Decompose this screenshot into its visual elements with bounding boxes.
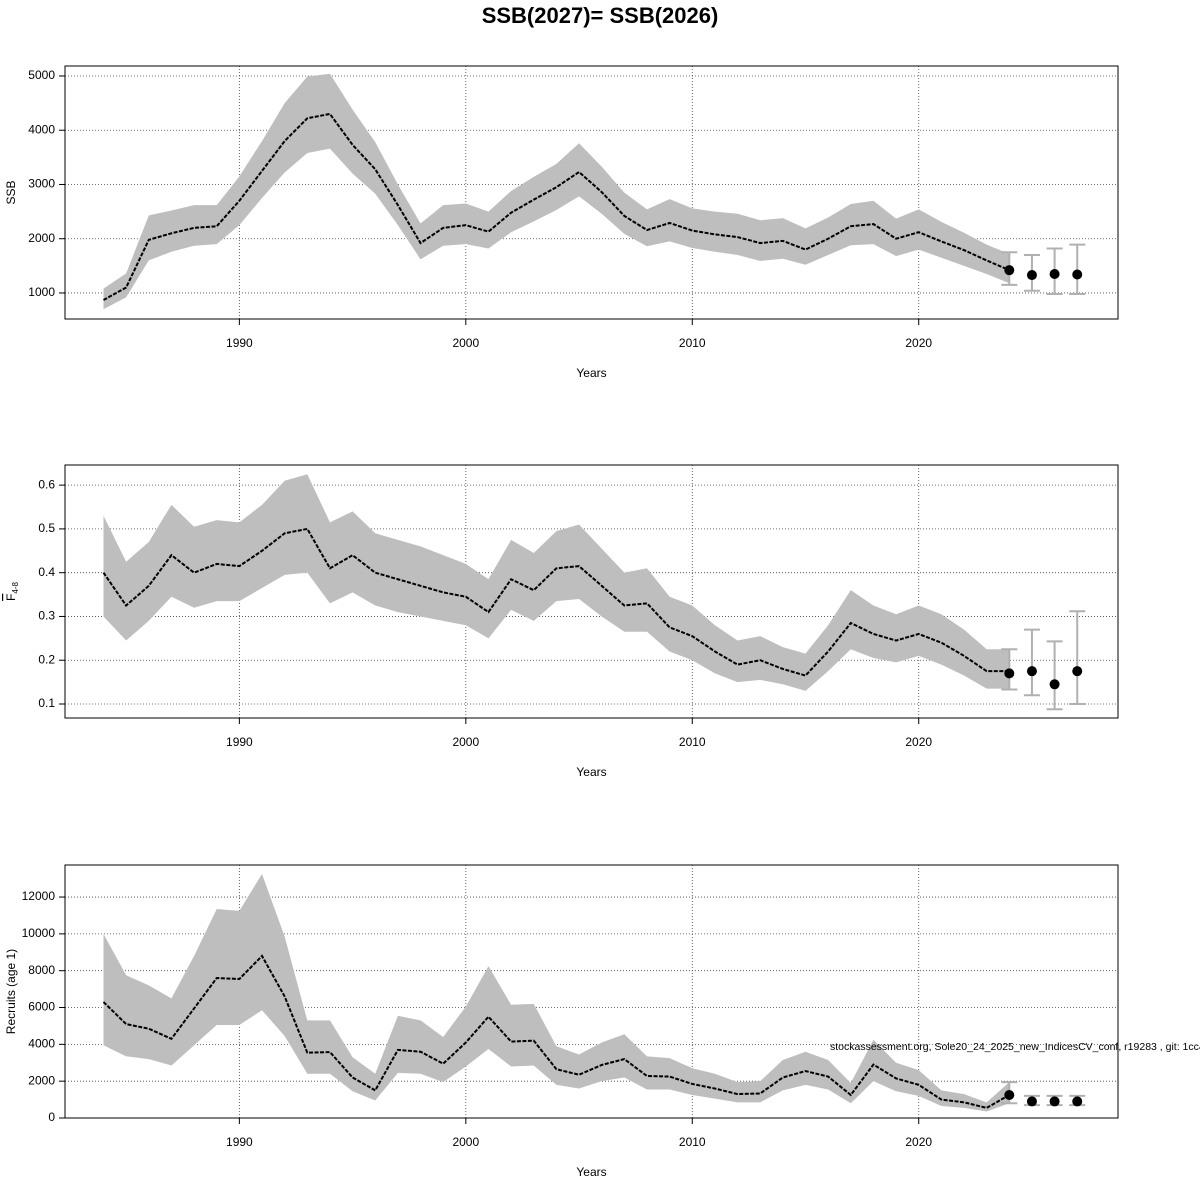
x-tick-label: 2020: [905, 1135, 932, 1149]
y-tick-label: 0.5: [38, 521, 55, 535]
y-tick-label: 0.4: [38, 565, 55, 579]
forecast-point: [1072, 1096, 1083, 1107]
x-tick-label: 1990: [226, 1135, 253, 1149]
plot-frame: [64, 65, 1119, 320]
y-tick-label: 0.3: [38, 609, 55, 623]
y-tick-label: 12000: [22, 889, 56, 903]
y-axis-label: Recruits (age 1): [4, 949, 18, 1034]
confidence-band: [103, 874, 1010, 1112]
x-tick-label: 2010: [679, 735, 706, 749]
plot-frame: [64, 464, 1119, 719]
estimate-line: [102, 954, 1010, 1109]
x-tick-label: 2000: [452, 1135, 479, 1149]
y-tick-label: 0.6: [38, 477, 55, 491]
y-axis-label-sub: 4-8: [11, 581, 20, 593]
y-axis-label-main: F: [4, 594, 18, 601]
plot-frame: [64, 864, 1119, 1119]
forecast-point: [1026, 1096, 1037, 1107]
y-tick-label: 2000: [28, 231, 55, 245]
figure-title: SSB(2027)= SSB(2026): [482, 3, 719, 28]
y-tick-label: 0: [48, 1110, 55, 1124]
y-tick-label: 5000: [28, 68, 55, 82]
forecast-point: [1004, 668, 1015, 679]
y-tick-label: 4000: [28, 1037, 55, 1051]
forecast-point: [1072, 269, 1083, 280]
y-axis-label: SSB: [4, 180, 18, 204]
y-tick-label: 4000: [28, 122, 55, 136]
x-tick-label: 2020: [905, 336, 932, 350]
y-axis-label: F4-8: [4, 581, 20, 600]
x-tick-label: 1990: [226, 735, 253, 749]
forecast-point: [1026, 666, 1037, 677]
confidence-band: [103, 73, 1010, 310]
y-tick-label: 6000: [28, 1000, 55, 1014]
forecast-point: [1049, 1096, 1060, 1107]
y-tick-label: 0.2: [38, 652, 55, 666]
y-tick-label: 1000: [28, 285, 55, 299]
x-tick-label: 2010: [679, 336, 706, 350]
x-tick-label: 2000: [452, 336, 479, 350]
forecast-point: [1072, 666, 1083, 677]
forecast-point: [1004, 1089, 1015, 1100]
y-tick-label: 2000: [28, 1073, 55, 1087]
y-tick-label: 3000: [28, 177, 55, 191]
annotation: stockassessment.org, Sole20_24_2025_new_…: [830, 1041, 1200, 1053]
forecast-point: [1026, 270, 1037, 281]
estimate-line: [102, 527, 1010, 677]
forecast-point: [1049, 268, 1060, 279]
x-axis-label: Years: [576, 765, 606, 779]
forecast-point: [1049, 679, 1060, 690]
forecast-point: [1004, 265, 1015, 276]
estimate-line: [103, 112, 1010, 301]
confidence-band: [103, 474, 1010, 691]
x-tick-label: 1990: [226, 336, 253, 350]
x-tick-label: 2020: [905, 735, 932, 749]
y-tick-label: 10000: [22, 926, 56, 940]
y-tick-label: 8000: [28, 963, 55, 977]
x-axis-label: Years: [576, 366, 606, 380]
x-tick-label: 2010: [679, 1135, 706, 1149]
x-tick-label: 2000: [452, 735, 479, 749]
y-tick-label: 0.1: [38, 696, 55, 710]
x-axis-label: Years: [576, 1165, 606, 1179]
